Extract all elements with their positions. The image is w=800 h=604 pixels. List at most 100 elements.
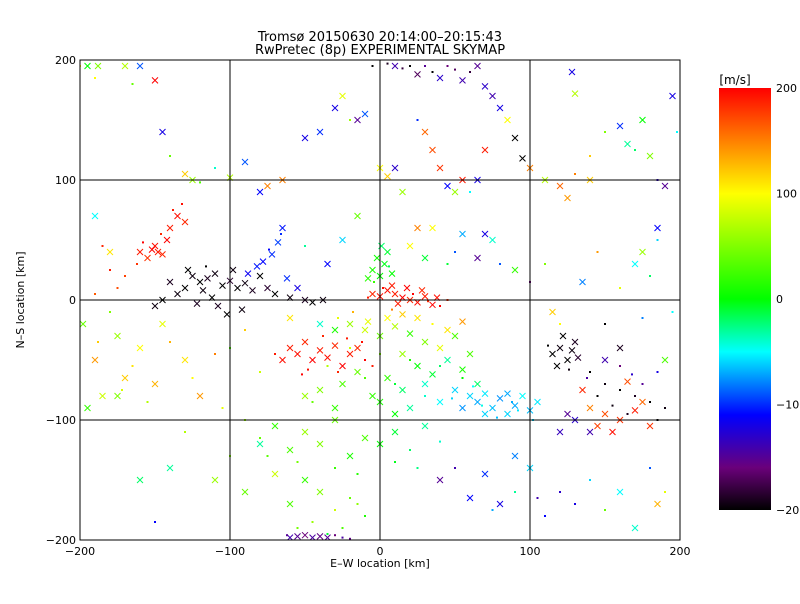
data-point-cross: [394, 300, 402, 307]
data-point-cross: [511, 452, 519, 460]
data-point-cross: [511, 266, 519, 274]
data-point-dot: [649, 275, 651, 277]
data-point-cross: [346, 350, 354, 358]
data-point-dot: [296, 527, 299, 529]
data-point-cross: [579, 386, 586, 394]
x-tick-label: 0: [377, 545, 384, 558]
data-point-dot: [574, 503, 576, 505]
data-point-dot: [664, 407, 666, 409]
data-point-cross: [316, 440, 324, 448]
data-point-cross: [249, 287, 256, 294]
data-point-cross: [279, 356, 286, 364]
data-point-cross: [234, 284, 241, 292]
data-point-cross: [391, 428, 399, 436]
data-point-cross: [384, 314, 391, 322]
data-point-cross: [444, 182, 451, 190]
data-point-cross: [481, 230, 489, 238]
data-point-dot: [268, 248, 270, 251]
data-point-cross: [459, 77, 466, 84]
data-point-cross: [294, 533, 301, 540]
data-point-dot: [604, 131, 606, 133]
data-point-cross: [669, 92, 676, 100]
data-point-cross: [316, 386, 324, 394]
data-point-cross: [211, 270, 219, 277]
data-point-cross: [354, 116, 361, 124]
data-point-cross: [339, 380, 346, 388]
data-point-cross: [286, 446, 294, 454]
data-point-cross: [316, 347, 324, 354]
data-point-dot: [116, 287, 119, 289]
data-point-dot: [514, 491, 516, 493]
data-point-dot: [559, 323, 561, 325]
y-tick-label: 0: [69, 294, 76, 307]
data-point-cross: [639, 398, 646, 406]
data-point-cross: [151, 77, 159, 84]
data-point-cross: [151, 380, 159, 388]
data-point-dot: [371, 65, 374, 67]
data-point-dot: [604, 383, 606, 385]
data-point-dot: [109, 311, 111, 313]
data-point-cross: [189, 272, 196, 280]
data-point-cross: [381, 260, 388, 268]
data-point-dot: [341, 536, 344, 539]
data-point-cross: [421, 254, 429, 262]
data-point-dot: [337, 317, 339, 319]
data-point-cross: [601, 410, 609, 418]
data-point-cross: [406, 330, 414, 337]
data-point-dot: [94, 77, 96, 79]
data-point-cross: [639, 116, 646, 124]
data-point-dot: [172, 209, 174, 211]
colorbar-tick-label: 200: [776, 82, 797, 95]
colorbar-label: [m/s]: [719, 73, 750, 87]
data-point-cross: [346, 320, 354, 328]
data-point-cross: [466, 392, 474, 400]
data-point-cross: [496, 500, 504, 508]
data-point-dot: [311, 401, 314, 403]
data-point-dot: [109, 269, 111, 271]
data-point-cross: [429, 146, 436, 154]
data-point-cross: [568, 68, 576, 76]
chart-title-line-1: Tromsø 20150630 20:14:00–20:15:43: [257, 30, 502, 45]
data-point-cross: [199, 287, 207, 294]
y-tick-label: 100: [55, 174, 76, 187]
data-point-cross: [481, 390, 489, 397]
data-point-dot: [259, 371, 261, 373]
data-point-cross: [459, 230, 466, 238]
data-point-dot: [326, 365, 329, 367]
data-point-cross: [181, 218, 189, 226]
data-point-cross: [286, 344, 294, 352]
data-point-dot: [322, 335, 324, 337]
data-point-cross: [244, 270, 252, 277]
data-point-cross: [159, 251, 166, 258]
data-point-cross: [451, 332, 459, 340]
data-point-dot: [101, 245, 104, 247]
data-point-cross: [451, 188, 459, 196]
data-point-dot: [356, 473, 359, 475]
data-point-cross: [241, 488, 249, 496]
data-point-cross: [301, 134, 309, 142]
data-point-dot: [446, 263, 449, 265]
data-point-cross: [241, 279, 249, 287]
data-point-cross: [559, 332, 567, 340]
data-point-cross: [253, 263, 261, 270]
data-point-cross: [259, 258, 267, 265]
data-point-cross: [571, 90, 579, 97]
data-point-cross: [574, 354, 582, 361]
data-point-cross: [94, 62, 102, 70]
data-point-cross: [661, 182, 669, 190]
data-point-dot: [304, 245, 306, 247]
data-point-cross: [331, 404, 339, 412]
data-point-cross: [84, 404, 91, 412]
data-point-dot: [454, 68, 456, 71]
data-point-cross: [414, 362, 421, 370]
data-point-cross: [414, 71, 421, 78]
x-axis-label: E–W location [km]: [330, 557, 430, 570]
data-point-cross: [264, 182, 271, 190]
data-point-dot: [517, 409, 519, 412]
x-tick-labels: −200 −100 0 100 200: [65, 545, 691, 558]
data-point-cross: [553, 362, 561, 370]
data-point-cross: [451, 386, 459, 394]
data-point-cross: [579, 278, 586, 286]
data-point-cross: [364, 275, 372, 282]
data-point-cross: [436, 476, 444, 484]
